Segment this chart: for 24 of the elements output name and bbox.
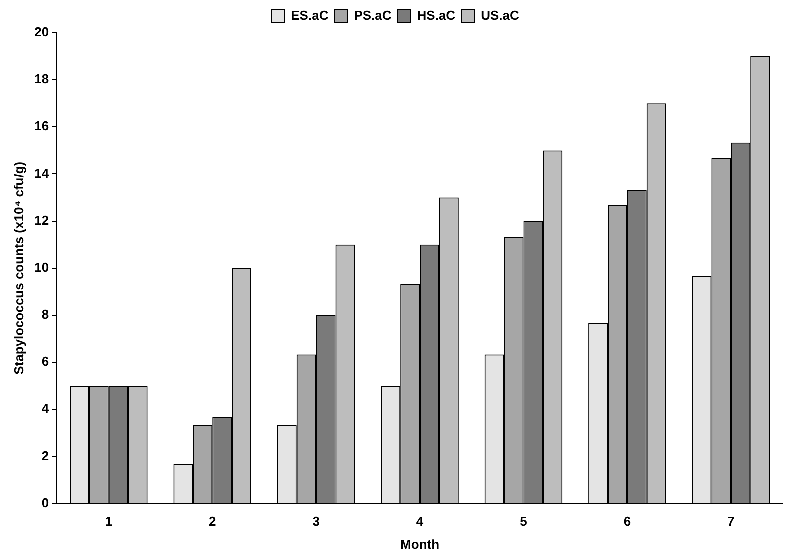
y-tick-label: 12 xyxy=(34,212,50,228)
x-tick-label: 7 xyxy=(728,514,735,530)
x-tick-label: 1 xyxy=(105,514,113,530)
y-tick-label: 10 xyxy=(34,260,50,275)
y-tick-label: 14 xyxy=(34,166,50,181)
x-tick-label: 4 xyxy=(416,514,424,530)
x-tick-label: 5 xyxy=(520,514,528,530)
y-tick-label: 20 xyxy=(34,24,50,40)
y-tick-label: 18 xyxy=(34,72,50,87)
legend-label: HS.aC xyxy=(417,8,456,24)
y-tick-label: 2 xyxy=(42,448,50,464)
y-tick-label: 16 xyxy=(34,118,50,134)
y-tick-label: 8 xyxy=(42,307,50,322)
x-axis-title: Month xyxy=(400,536,440,552)
y-tick-label: 6 xyxy=(42,354,50,370)
x-tick-label: 6 xyxy=(624,514,632,530)
y-tick-label: 0 xyxy=(42,495,50,510)
legend-label: US.aC xyxy=(481,8,520,24)
x-tick-label: 3 xyxy=(312,514,320,530)
legend-label: PS.aC xyxy=(354,8,392,24)
y-axis-title: Stapylococcus counts (x10⁴ cfu/g) xyxy=(11,162,26,375)
legend-label: ES.aC xyxy=(291,8,330,24)
x-tick-label: 2 xyxy=(209,514,216,530)
y-tick-label: 4 xyxy=(42,401,50,416)
